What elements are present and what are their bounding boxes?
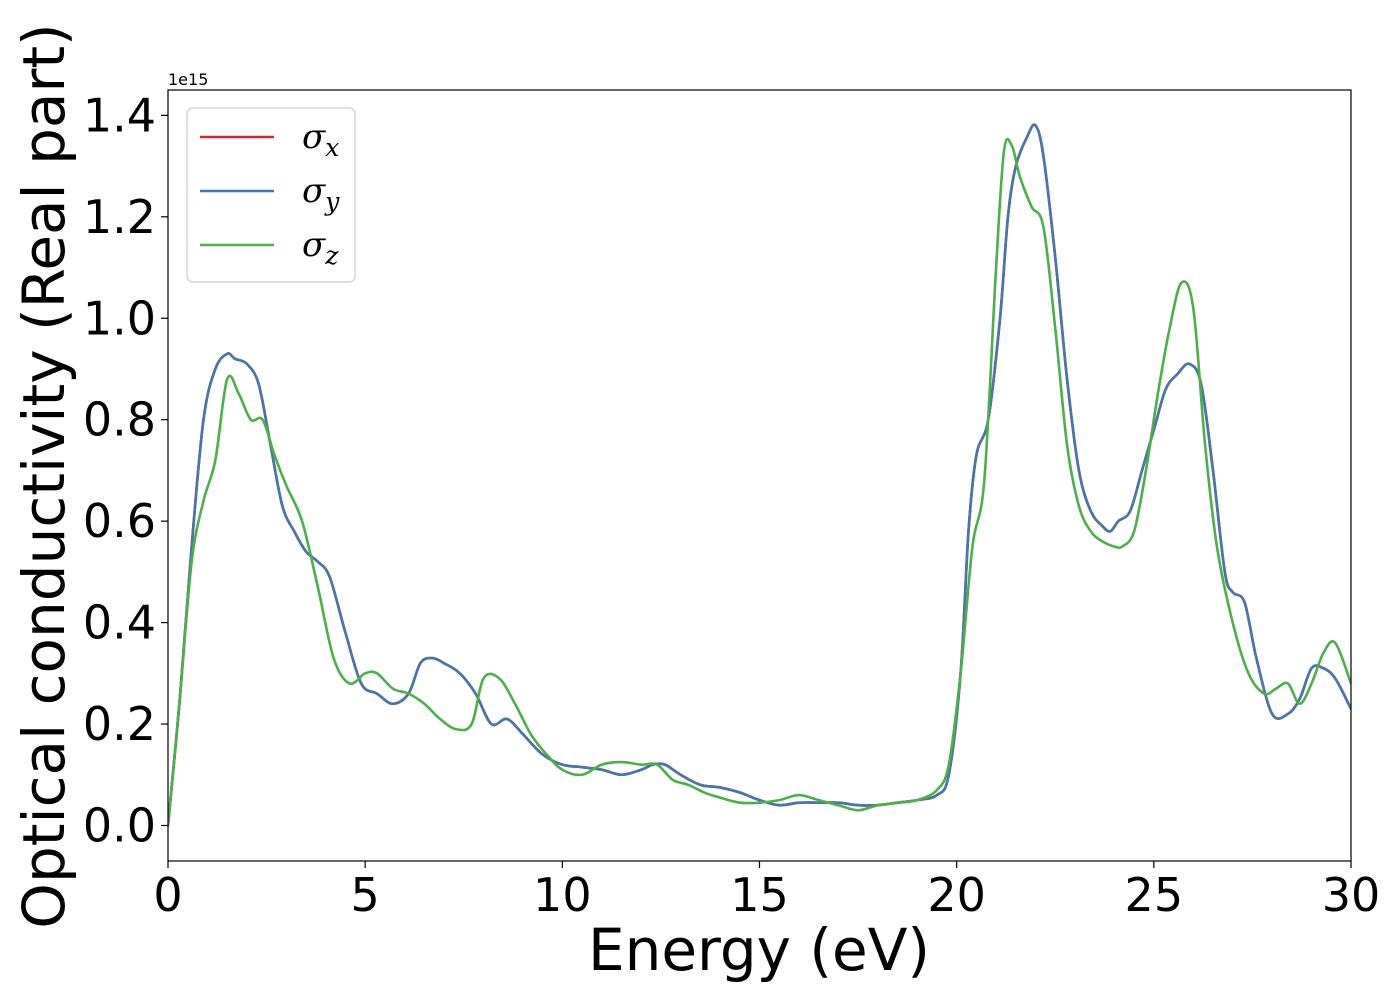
plot-frame (167, 89, 1352, 862)
y-axis-label: Optical conductivity (Real part) (10, 23, 78, 928)
series-line-z (168, 137, 1351, 827)
y-tick-label: 0.2 (83, 697, 156, 751)
x-tick-label: 25 (1125, 868, 1184, 922)
y-tick-label: 1.2 (83, 190, 156, 244)
series-line-y (168, 123, 1351, 827)
y-tick-label: 0.0 (83, 798, 156, 852)
y-tick-label: 1.0 (83, 291, 156, 345)
x-tick-label: 20 (927, 868, 986, 922)
y-tick-label: 0.6 (83, 494, 156, 548)
x-tick-label: 15 (730, 868, 789, 922)
x-tick-label: 10 (533, 868, 592, 922)
series-lines (168, 123, 1351, 827)
legend-label-x: σx (302, 117, 339, 162)
legend-label-y: σy (302, 171, 340, 216)
y-tick-label: 0.4 (83, 596, 156, 650)
legend: σx σy σz (186, 107, 356, 283)
x-tick-label: 30 (1322, 868, 1381, 922)
axis-ticks: 0 5 10 15 20 25 30 0.0 0.2 0.4 0.6 0.8 1.0 1.2 1.4 (83, 88, 1380, 922)
x-axis-label: Energy (eV) (588, 916, 930, 984)
legend-label-z: σz (302, 225, 339, 270)
x-tick-label: 0 (153, 868, 182, 922)
legend-frame (186, 107, 356, 283)
plot-area (168, 90, 1351, 861)
y-offset-text: 1e15 (168, 70, 208, 89)
y-tick-label: 1.4 (83, 88, 156, 142)
x-tick-label: 5 (351, 868, 380, 922)
y-tick-label: 0.8 (83, 393, 156, 447)
